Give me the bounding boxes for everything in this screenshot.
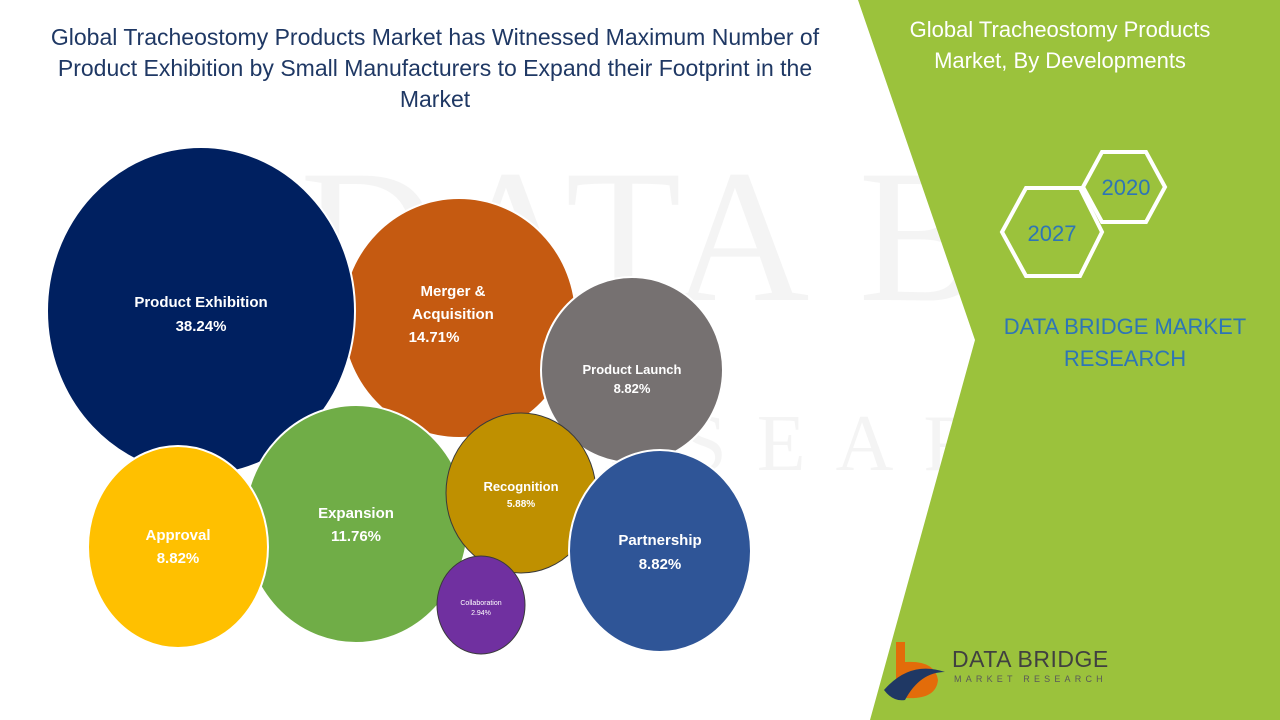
bubble-collaboration-shape [436, 555, 526, 655]
bubble-product-exhibition-value: 38.24% [176, 318, 227, 335]
side-panel-background [858, 0, 1280, 720]
bubble-partnership-shape [568, 449, 752, 653]
bubble-expansion: Expansion 11.76% [243, 404, 469, 644]
bubble-merger-acquisition-label: Merger & [420, 283, 485, 300]
side-panel-title-line-2: Market, By Developments [934, 48, 1186, 73]
bubble-product-launch: Product Launch 8.82% [540, 276, 724, 464]
bubble-approval-value: 8.82% [157, 550, 200, 567]
bubble-expansion-value: 11.76% [331, 528, 381, 545]
bubble-recognition-label: Recognition [483, 479, 558, 494]
chart-title-line-1: Global Tracheostomy Products Market has … [50, 24, 820, 50]
bubble-partnership: Partnership 8.82% [568, 449, 752, 653]
bubble-collaboration-label: Collaboration [460, 600, 501, 607]
bubble-partnership-value: 8.82% [639, 556, 682, 573]
bubble-collaboration-value: 2.94% [471, 610, 491, 617]
side-panel-title-line-1: Global Tracheostomy Products [909, 17, 1211, 42]
side-panel-title: Global Tracheostomy Products Market, By … [880, 14, 1240, 76]
bubble-product-launch-value: 8.82% [614, 381, 651, 396]
data-bridge-logo-icon [884, 642, 945, 701]
bubble-chart: Merger & Acquisition 14.71% Product Exhibit… [46, 146, 752, 655]
brand-name-line-1: DATA BRIDGE MARKET [1003, 314, 1247, 339]
bubble-collaboration: Collaboration 2.94% [436, 555, 526, 655]
bubble-partnership-label: Partnership [618, 532, 701, 549]
bubble-approval-label: Approval [145, 527, 210, 544]
brand-name: DATA BRIDGE MARKET RESEARCH [985, 311, 1265, 375]
year-2027: 2027 [1028, 221, 1077, 246]
chart-title-line-2: Product Exhibition by Small Manufacturer… [57, 55, 813, 81]
chart-title: Global Tracheostomy Products Market has … [20, 22, 850, 115]
bubble-product-launch-label: Product Launch [583, 362, 682, 377]
chart-title-line-3: Market [399, 86, 471, 112]
bubble-expansion-shape [243, 404, 469, 644]
bubble-product-exhibition-label: Product Exhibition [134, 294, 267, 311]
bubble-recognition: Recognition 5.88% [445, 412, 597, 574]
brand-name-line-2: RESEARCH [1063, 346, 1187, 371]
hexagon-2027-icon [999, 186, 1105, 278]
logo-tagline: MARKET RESEARCH [954, 674, 1107, 684]
bubble-expansion-label: Expansion [318, 505, 394, 522]
bubble-approval-shape [87, 445, 269, 649]
hexagon-2020-icon [1080, 150, 1168, 224]
year-2020: 2020 [1102, 175, 1151, 200]
logo-name: DATA BRIDGE [952, 646, 1109, 672]
bubble-merger-acquisition-label: Acquisition [412, 306, 494, 323]
bubble-recognition-value: 5.88% [507, 499, 535, 510]
bubble-merger-acquisition-value: 14.71% [409, 329, 460, 346]
bubble-merger-acquisition: Merger & Acquisition 14.71% [341, 197, 577, 439]
bubble-approval: Approval 8.82% [87, 445, 269, 649]
